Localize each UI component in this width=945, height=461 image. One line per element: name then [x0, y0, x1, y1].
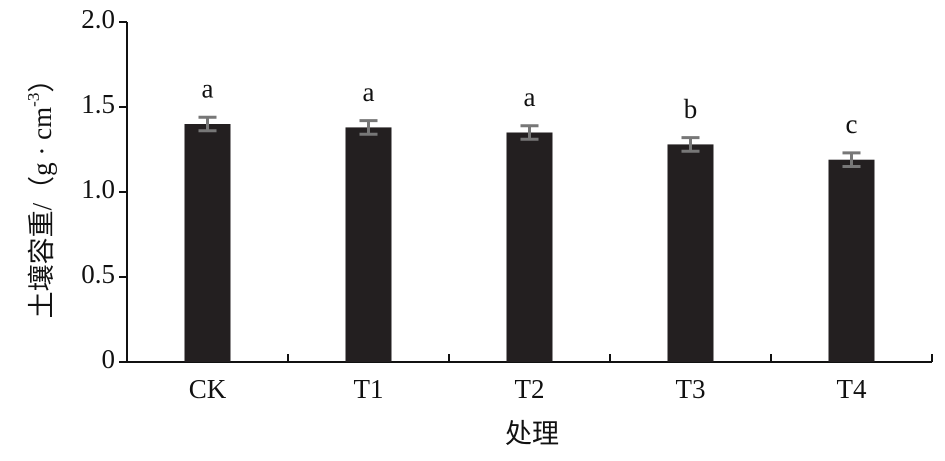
y-tick-label: 1.0: [81, 174, 115, 204]
x-axis-title: 处理: [505, 419, 559, 449]
bar: [184, 124, 231, 362]
y-title-close: ）: [27, 66, 57, 93]
significance-letter: c: [846, 109, 858, 139]
bar: [828, 159, 875, 362]
y-tick-label: 2.0: [81, 4, 115, 34]
y-title-main: 土壤容重/（g · cm: [27, 107, 57, 318]
significance-letter: a: [202, 73, 214, 103]
x-tick-label: CK: [189, 374, 227, 404]
x-tick-label: T1: [354, 374, 384, 404]
y-axis-title: 土壤容重/（g · cm-3）: [24, 66, 57, 319]
significance-letter: a: [363, 77, 375, 107]
x-tick-label: T2: [515, 374, 545, 404]
x-tick-label: T4: [837, 374, 867, 404]
x-tick-label: T3: [676, 374, 706, 404]
significance-letter: b: [684, 94, 698, 124]
y-title-sup: -3: [24, 93, 43, 107]
significance-letter: a: [524, 82, 536, 112]
bar: [345, 127, 392, 363]
y-tick-label: 0: [102, 344, 116, 374]
y-tick-label: 1.5: [81, 89, 115, 119]
bar: [667, 144, 714, 362]
y-tick-label: 0.5: [81, 259, 115, 289]
bar: [506, 132, 553, 362]
